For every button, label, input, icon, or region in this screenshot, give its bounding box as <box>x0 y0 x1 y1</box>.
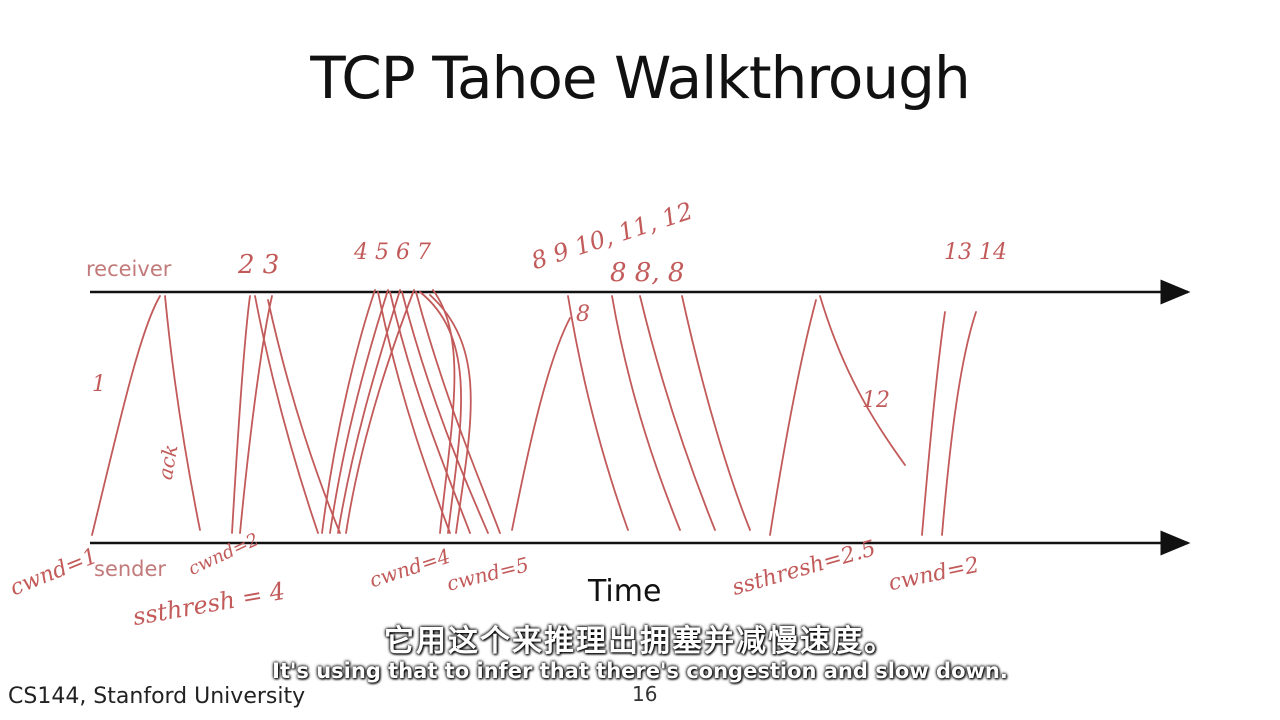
segment-arrow <box>337 289 401 534</box>
ack-arrow <box>567 295 629 531</box>
annotation-seq-1: 1 <box>92 372 106 397</box>
ack-arrow <box>401 291 489 534</box>
ack-arrow <box>819 295 906 466</box>
ack-arrow <box>639 295 716 531</box>
segment-arrow <box>941 311 977 536</box>
ack-arrow <box>164 295 201 531</box>
segment-arrow <box>769 299 817 536</box>
annotation-ack-8: 8 <box>576 302 590 327</box>
segment-arrow <box>231 295 251 534</box>
ack-arrow <box>377 291 451 534</box>
segment-arrow <box>91 295 161 536</box>
segment-arrow <box>321 289 376 534</box>
annotation-seq-4-7: 4 5 6 7 <box>354 240 431 265</box>
page-number: 16 <box>632 682 658 706</box>
annotation-dup-8: 8 8, 8 <box>610 258 685 288</box>
segment-arrow <box>329 289 389 534</box>
time-axis-label: Time <box>588 574 662 609</box>
segment-arrow <box>239 295 273 534</box>
ack-arrow <box>415 291 501 534</box>
sender-label: sender <box>94 557 167 581</box>
subtitle-chinese: 它用这个来推理出拥塞并减慢速度。 <box>384 624 896 659</box>
ack-arrow <box>681 295 751 531</box>
segment-arrow <box>345 289 415 534</box>
footer-course: CS144, Stanford University <box>8 684 306 709</box>
packet-arrows <box>91 289 977 536</box>
segment-arrow <box>419 291 462 534</box>
receiver-label: receiver <box>86 257 172 281</box>
segment-arrow <box>921 311 946 536</box>
subtitle-english: It's using that to infer that there's co… <box>272 659 1008 683</box>
slide-title: TCP Tahoe Walkthrough <box>310 44 970 112</box>
segment-arrow <box>429 294 472 534</box>
annotation-seq-13-14: 13 14 <box>944 240 1007 265</box>
ack-arrow <box>611 295 681 531</box>
ack-arrow <box>254 295 319 534</box>
annotation-seq-2-3: 2 3 <box>238 250 280 280</box>
annotation-seq-12: 12 <box>862 388 890 413</box>
segment-arrow <box>511 317 571 531</box>
ack-arrow <box>389 291 471 534</box>
ack-arrow <box>267 299 341 534</box>
